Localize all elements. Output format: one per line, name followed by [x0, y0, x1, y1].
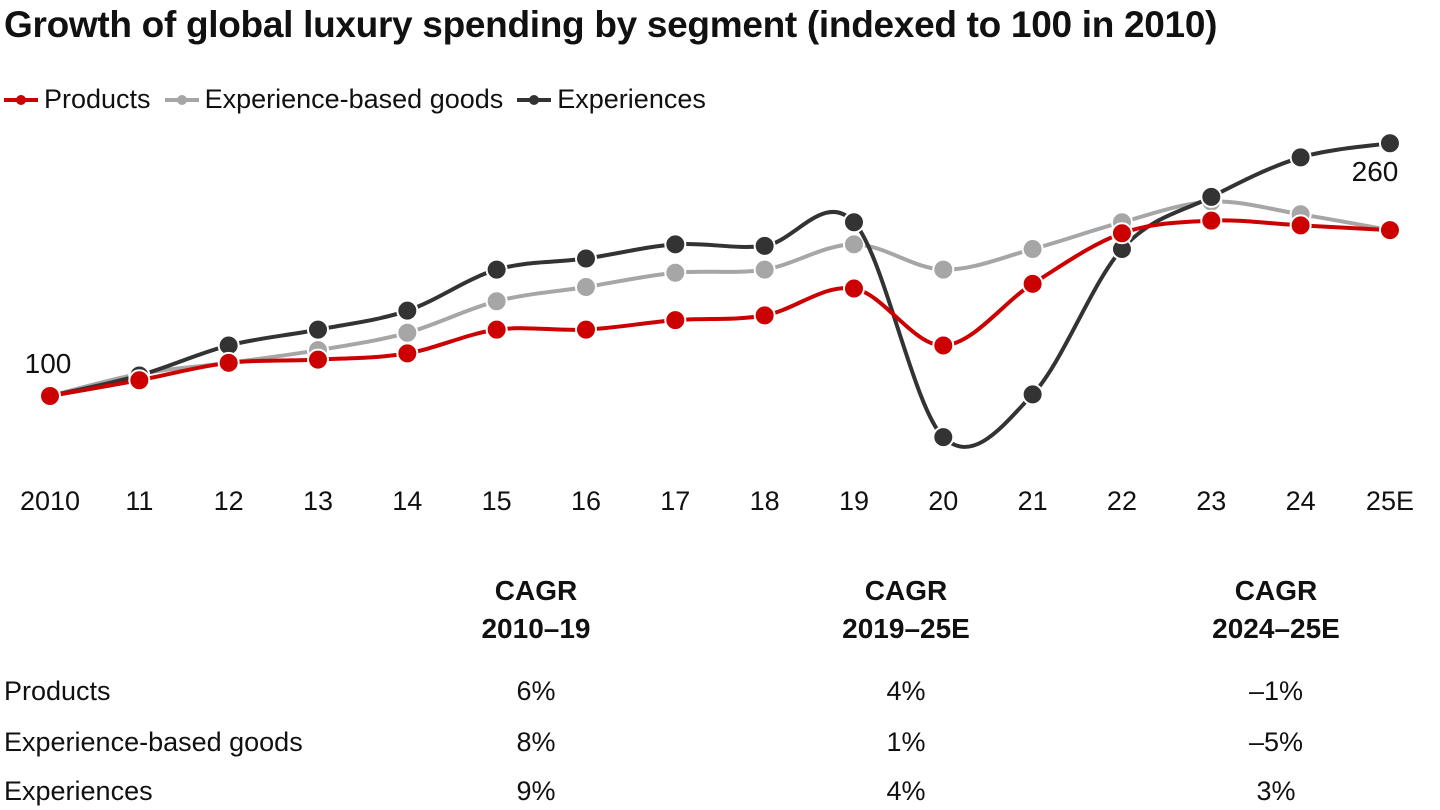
series-line-experience-based-goods: [49, 199, 1391, 398]
x-tick-label: 19: [839, 486, 869, 516]
x-tick-label: 12: [214, 486, 244, 516]
legend-experiences-marker: [517, 94, 552, 105]
data-point: [664, 233, 687, 256]
data-point: [1289, 214, 1312, 237]
table-cell: 3%: [1256, 776, 1296, 806]
data-point: [1200, 185, 1223, 208]
data-point: [842, 277, 865, 300]
data-point: [128, 369, 151, 392]
data-point: [306, 348, 329, 371]
data-point: [574, 318, 597, 341]
legend-label: Experience-based goods: [204, 84, 504, 114]
data-point: [753, 234, 776, 257]
table-header-3: CAGR 2024–25E: [1156, 572, 1396, 648]
data-point: [932, 258, 955, 281]
x-tick-label: 11: [125, 486, 153, 516]
table-cell: 8%: [516, 727, 556, 757]
data-point: [396, 299, 419, 322]
data-point: [932, 426, 955, 449]
header-line: CAGR: [864, 575, 948, 606]
header-line: CAGR: [494, 575, 578, 606]
annotation-start: 100: [25, 348, 72, 379]
data-point: [217, 351, 240, 374]
data-point: [664, 309, 687, 332]
table-header-2: CAGR 2019–25E: [786, 572, 1026, 648]
data-point: [1200, 209, 1223, 232]
header-line: CAGR: [1234, 575, 1318, 606]
data-point: [932, 334, 955, 357]
data-point: [753, 258, 776, 281]
header-line: 2019–25E: [842, 613, 970, 644]
x-tick-label: 16: [571, 486, 601, 516]
data-point: [1378, 219, 1401, 242]
data-point: [574, 275, 597, 298]
table-row-label: Experiences: [4, 776, 153, 806]
data-point: [1021, 383, 1044, 406]
table-cell: 4%: [886, 776, 926, 806]
annotation-end: 260: [1352, 156, 1399, 187]
table-cell: –1%: [1248, 676, 1304, 706]
x-tick-label: 2010: [20, 486, 80, 516]
series-line-experiences: [49, 141, 1391, 449]
x-tick-label: 20: [928, 486, 958, 516]
table-cell: 1%: [886, 727, 926, 757]
data-point: [1110, 222, 1133, 245]
line-chart: 2010 11 12 13 14 15 16 17 18 19 20 21 22 23 24 25E 100 26…: [20, 132, 1414, 516]
x-tick-label: 13: [303, 486, 333, 516]
x-tick-label: 18: [750, 486, 780, 516]
series-line-products: [49, 218, 1391, 398]
chart-title: Growth of global luxury spending by segm…: [4, 4, 1218, 45]
data-point: [39, 385, 61, 407]
legend-ebg-marker: [164, 94, 199, 105]
data-point: [485, 318, 508, 341]
table-row-label: Experience-based goods: [4, 727, 303, 757]
x-tick-label: 21: [1018, 486, 1048, 516]
data-point: [396, 321, 419, 344]
data-point: [485, 258, 508, 281]
legend-products-marker: [4, 94, 38, 105]
x-tick-label: 17: [660, 486, 690, 516]
x-tick-label: 15: [482, 486, 512, 516]
data-point: [664, 261, 687, 284]
header-line: 2010–19: [481, 613, 591, 644]
data-point: [574, 247, 597, 270]
table-cell: 6%: [516, 676, 556, 706]
header-line: 2024–25E: [1212, 613, 1340, 644]
x-tick-label: 22: [1107, 486, 1137, 516]
x-tick-label: 24: [1286, 486, 1316, 516]
table-cell: 4%: [886, 676, 926, 706]
legend-experience-based-goods: Experience-based goods: [164, 84, 504, 115]
data-point: [1021, 272, 1044, 295]
table-cell: –5%: [1248, 727, 1304, 757]
data-point: [396, 342, 419, 365]
legend: Products Experience-based goods Experien…: [4, 84, 706, 115]
data-point: [1378, 132, 1401, 155]
data-point: [1021, 238, 1044, 261]
legend-products: Products: [4, 84, 151, 115]
data-point: [485, 290, 508, 313]
data-point: [306, 318, 329, 341]
data-point: [753, 304, 776, 327]
data-point: [842, 211, 865, 234]
x-tick-label: 14: [392, 486, 422, 516]
table-cell: 9%: [516, 776, 556, 806]
x-tick-label: 25E: [1366, 486, 1414, 516]
data-point: [842, 233, 865, 256]
x-tick-label: 23: [1196, 486, 1226, 516]
data-point: [1289, 146, 1312, 169]
table-row-label: Products: [4, 676, 111, 706]
table-header-1: CAGR 2010–19: [416, 572, 656, 648]
legend-experiences: Experiences: [517, 84, 706, 115]
legend-label: Products: [44, 84, 151, 114]
legend-label: Experiences: [557, 84, 706, 114]
